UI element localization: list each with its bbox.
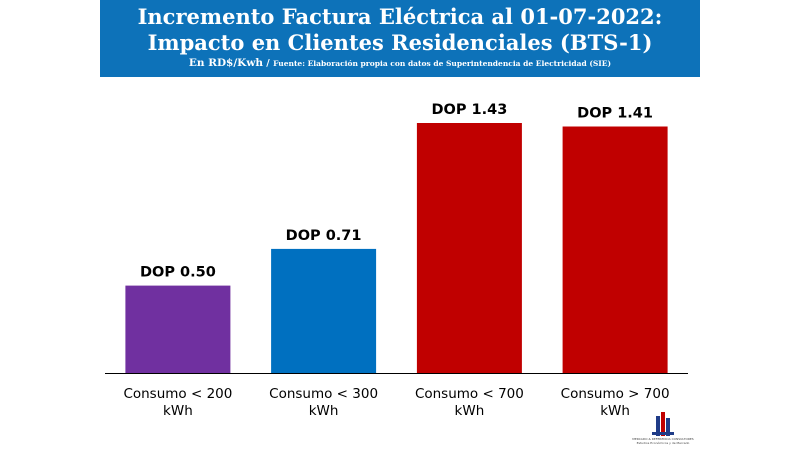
category-label: kWh [309,403,339,419]
chart-subtitle: Impacto en Clientes Residenciales (BTS-1… [147,30,653,55]
category-label: kWh [163,403,193,419]
logo-text-1: MERCADO & REFERENCIA CONSULTORES [632,437,694,441]
logo-text-2: Estudios Económicos y de Mercado [636,440,690,445]
data-label: DOP 1.41 [577,106,653,122]
category-label: Consumo > 700 [561,386,670,402]
category-label: Consumo < 300 [269,386,378,402]
source-note: Fuente: Elaboración propia con datos de … [273,59,612,68]
category-label: kWh [455,403,485,419]
building-logo-icon [652,412,674,436]
chart-note: En RD$/Kwh / Fuente: Elaboración propia … [188,57,612,69]
bar [125,285,231,373]
logo: MERCADO & REFERENCIA CONSULTORES Estudio… [632,410,694,446]
bar [271,248,377,373]
data-label: DOP 0.71 [286,228,362,244]
category-label: Consumo < 700 [415,386,524,402]
chart-title: Incremento Factura Eléctrica al 01-07-20… [137,4,663,29]
data-label: DOP 0.50 [140,265,216,281]
category-label: Consumo < 200 [123,386,232,402]
category-label: kWh [600,403,630,419]
bar [562,126,668,373]
bar [416,123,522,373]
unit-note: En RD$/Kwh [188,57,263,69]
data-label: DOP 1.43 [431,102,507,118]
title-banner: Incremento Factura Eléctrica al 01-07-20… [100,0,700,77]
